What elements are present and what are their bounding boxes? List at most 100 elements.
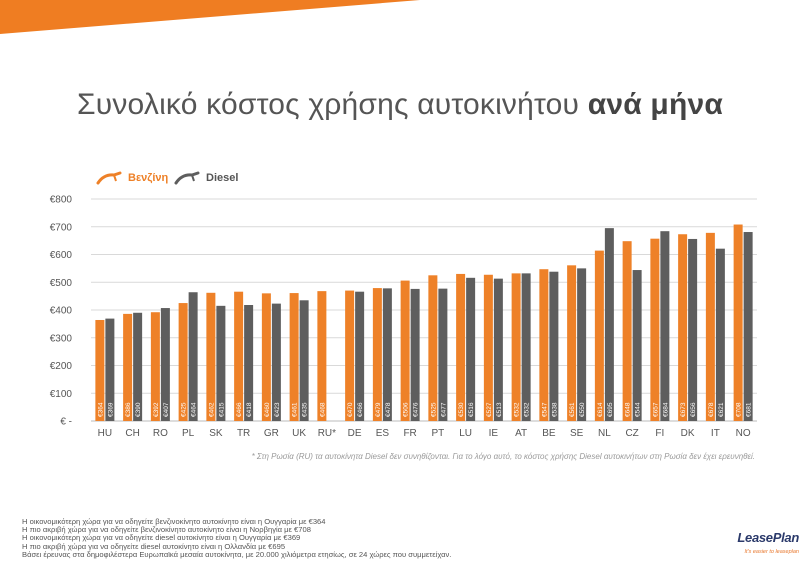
y-tick-label: €300 bbox=[50, 333, 73, 344]
bar-petrol bbox=[567, 265, 577, 421]
bar-petrol bbox=[705, 232, 715, 421]
x-tick-label: BE bbox=[542, 428, 556, 439]
x-tick-label: TR bbox=[237, 428, 250, 439]
bar-diesel bbox=[438, 288, 448, 421]
x-tick-label: RO bbox=[153, 428, 168, 439]
y-tick-label: € - bbox=[60, 417, 72, 428]
y-tick-label: €700 bbox=[50, 222, 73, 233]
bar-diesel bbox=[493, 278, 503, 421]
bar-diesel bbox=[188, 292, 198, 421]
bar-diesel bbox=[133, 312, 143, 421]
bar-diesel bbox=[549, 271, 559, 421]
bar-value-label: €538 bbox=[551, 402, 558, 417]
y-tick-label: €100 bbox=[50, 389, 73, 400]
bar-diesel bbox=[160, 308, 170, 421]
x-tick-label: CZ bbox=[625, 428, 638, 439]
notes: Η οικονομικότερη χώρα για να οδηγείτε βε… bbox=[22, 517, 452, 559]
bar-diesel bbox=[382, 288, 392, 421]
bar-petrol bbox=[511, 273, 521, 421]
bar-value-label: €462 bbox=[208, 402, 215, 417]
chart-title: Συνολικό κόστος χρήσης αυτοκινήτου ανά μ… bbox=[0, 88, 800, 122]
bar-value-label: €460 bbox=[264, 402, 271, 417]
bar-petrol bbox=[289, 293, 299, 421]
bar-value-label: €506 bbox=[403, 402, 410, 417]
bar-petrol bbox=[206, 292, 216, 421]
bar-value-label: €466 bbox=[357, 402, 364, 417]
bar-diesel bbox=[577, 268, 587, 421]
bar-value-label: €621 bbox=[718, 402, 725, 417]
bar-diesel bbox=[604, 228, 614, 421]
chart-title-bold: ανά μήνα bbox=[587, 88, 723, 121]
bar-value-label: €544 bbox=[635, 402, 642, 417]
bar-diesel bbox=[271, 303, 281, 421]
x-tick-label: LU bbox=[459, 428, 472, 439]
bar-petrol bbox=[234, 291, 244, 421]
leaseplan-logo: LeasePlan It's easier to leaseplan bbox=[735, 527, 799, 567]
bar-value-label: €708 bbox=[736, 402, 743, 417]
bar-value-label: €425 bbox=[181, 402, 188, 417]
logo-name: LeasePlan bbox=[737, 530, 799, 545]
bar-petrol bbox=[456, 273, 466, 421]
bar-value-label: €476 bbox=[413, 402, 420, 417]
bar-diesel bbox=[466, 277, 476, 421]
bar-value-label: €656 bbox=[690, 402, 697, 417]
bar-value-label: €614 bbox=[597, 402, 604, 417]
bar-diesel bbox=[660, 231, 670, 421]
bar-value-label: €561 bbox=[569, 402, 576, 417]
bar-diesel bbox=[743, 232, 753, 421]
footnote: * Στη Ρωσία (RU) τα αυτοκίνητα Diesel δε… bbox=[251, 452, 755, 461]
bar-value-label: €478 bbox=[385, 402, 392, 417]
bar-diesel bbox=[688, 238, 698, 421]
bar-petrol bbox=[400, 280, 410, 421]
x-tick-label: RU* bbox=[318, 428, 336, 439]
x-tick-label: NL bbox=[598, 428, 611, 439]
bar-value-label: €468 bbox=[319, 402, 326, 417]
x-tick-label: AT bbox=[515, 428, 527, 439]
bar-value-label: €392 bbox=[153, 402, 160, 417]
x-tick-label: PL bbox=[182, 428, 195, 439]
bar-petrol bbox=[95, 319, 105, 421]
note-line: Βάσει έρευνας στα δημοφιλέστερα Ευρωπαϊκ… bbox=[22, 549, 452, 559]
bar-value-label: €470 bbox=[347, 402, 354, 417]
x-tick-label: CH bbox=[125, 428, 139, 439]
bar-value-label: €532 bbox=[514, 402, 521, 417]
bar-value-label: €479 bbox=[375, 402, 382, 417]
x-tick-label: GR bbox=[264, 428, 279, 439]
bar-value-label: €466 bbox=[236, 402, 243, 417]
x-tick-label: IE bbox=[489, 428, 499, 439]
bar-petrol bbox=[428, 275, 438, 421]
x-tick-label: IT bbox=[711, 428, 720, 439]
bar-petrol bbox=[622, 241, 632, 421]
y-tick-label: €800 bbox=[50, 195, 73, 206]
bar-diesel bbox=[216, 305, 226, 421]
bar-diesel bbox=[244, 305, 254, 421]
bar-value-label: €657 bbox=[652, 402, 659, 417]
x-tick-label: SE bbox=[570, 428, 584, 439]
bar-value-label: €532 bbox=[524, 402, 531, 417]
diesel-pump-icon bbox=[174, 171, 200, 185]
bar-petrol bbox=[539, 269, 549, 421]
bar-value-label: €550 bbox=[579, 402, 586, 417]
bar-value-label: €525 bbox=[430, 402, 437, 417]
bar-value-label: €513 bbox=[496, 402, 503, 417]
bar-value-label: €461 bbox=[292, 402, 299, 417]
bar-petrol bbox=[678, 234, 688, 421]
legend-item-diesel: Diesel bbox=[174, 168, 238, 188]
x-tick-label: UK bbox=[292, 428, 306, 439]
x-tick-label: NO bbox=[736, 428, 751, 439]
legend-label-diesel: Diesel bbox=[206, 172, 239, 184]
bar-petrol bbox=[345, 290, 355, 421]
bar-diesel bbox=[355, 291, 365, 421]
bar-petrol bbox=[372, 288, 382, 421]
bar-value-label: €681 bbox=[746, 402, 753, 417]
bar-value-label: €477 bbox=[440, 402, 447, 417]
logo-tagline: It's easier to leaseplan bbox=[744, 549, 799, 555]
bar-diesel bbox=[105, 318, 115, 421]
y-tick-label: €600 bbox=[50, 250, 73, 261]
y-tick-label: €400 bbox=[50, 306, 73, 317]
y-tick-label: €200 bbox=[50, 361, 73, 372]
bar-diesel bbox=[715, 248, 725, 421]
bar-value-label: €464 bbox=[191, 402, 198, 417]
legend-item-petrol: Βενζίνη bbox=[96, 168, 168, 188]
